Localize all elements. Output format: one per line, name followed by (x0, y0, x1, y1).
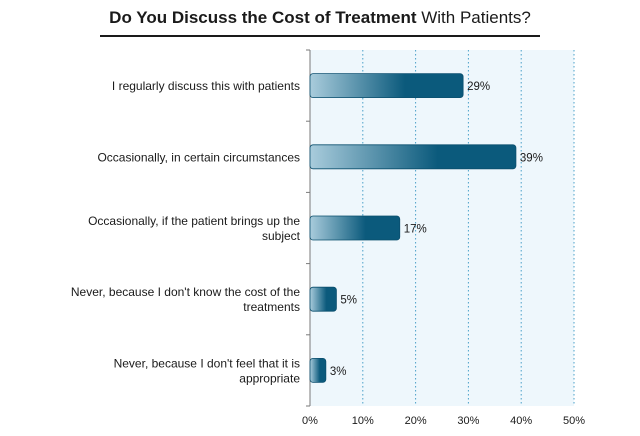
category-label: I regularly discuss this with patients (112, 79, 300, 93)
category-label-line: Never, because I don't feel that it is (114, 356, 300, 370)
category-label-line: appropriate (239, 371, 300, 385)
bar (309, 357, 327, 383)
value-label: 5% (340, 295, 357, 307)
category-label-line: subject (262, 229, 301, 243)
category-label: Never, because I don't know the cost of … (71, 285, 300, 314)
chart-title-rest: With Patients? (421, 8, 531, 27)
value-label: 39% (520, 152, 543, 164)
title-underline (100, 35, 540, 37)
x-tick-label: 30% (457, 415, 479, 427)
x-tick-label: 10% (352, 415, 374, 427)
value-label: 17% (404, 224, 427, 236)
value-label: 29% (467, 81, 490, 93)
bar (309, 73, 464, 98)
category-label-line: Occasionally, if the patient brings up t… (88, 214, 300, 228)
category-label-line: Never, because I don't know the cost of … (71, 285, 300, 299)
category-label: Occasionally, in certain circumstances (97, 150, 300, 164)
category-label-line: treatments (243, 300, 300, 314)
bar (309, 215, 401, 241)
x-tick-label: 40% (510, 415, 532, 427)
bar (309, 144, 517, 170)
chart-title-bold: Do You Discuss the Cost of Treatment (109, 8, 417, 27)
x-tick-label: 20% (405, 415, 427, 427)
x-tick-label: 0% (302, 415, 318, 427)
x-tick-label: 50% (563, 415, 585, 427)
category-label-line: I regularly discuss this with patients (112, 79, 300, 93)
value-label: 3% (330, 366, 347, 378)
category-label: Never, because I don't feel that it is ap… (114, 356, 301, 385)
category-label-line: Occasionally, in certain circumstances (97, 150, 300, 164)
chart-title: Do You Discuss the Cost of Treatment Wit… (0, 8, 640, 28)
bar (309, 286, 337, 312)
category-label: Occasionally, if the patient brings up t… (88, 214, 301, 243)
